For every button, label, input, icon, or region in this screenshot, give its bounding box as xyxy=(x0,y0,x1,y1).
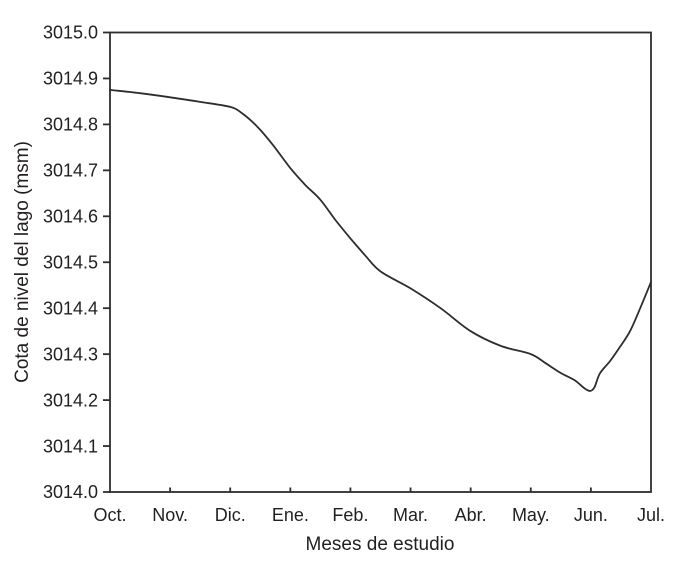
y-tick-label: 3014.6 xyxy=(43,207,98,227)
y-tick-label: 3014.7 xyxy=(43,161,98,181)
x-tick-label: Jun. xyxy=(574,505,608,525)
y-tick-label: 3015.0 xyxy=(43,23,98,43)
y-tick-label: 3014.5 xyxy=(43,252,98,272)
y-tick-label: 3014.4 xyxy=(43,298,98,318)
y-tick-label: 3014.0 xyxy=(43,482,98,502)
y-tick-label: 3014.3 xyxy=(43,344,98,364)
y-tick-label: 3014.8 xyxy=(43,115,98,135)
x-axis-title: Meses de estudio xyxy=(306,534,455,555)
x-tick-label: May. xyxy=(512,505,550,525)
y-tick-label: 3014.1 xyxy=(43,436,98,456)
x-axis-ticks: Oct. Nov. Dic. Ene. Feb. Mar. Abr. May. Jun. Jul. xyxy=(93,487,665,525)
x-tick-label: Nov. xyxy=(152,505,188,525)
y-tick-label: 3014.9 xyxy=(43,69,98,89)
x-tick-label: Ene. xyxy=(272,505,309,525)
x-tick-label: Feb. xyxy=(332,505,368,525)
plot-area-border xyxy=(109,31,652,493)
x-tick-label: Oct. xyxy=(93,505,126,525)
x-tick-label: Dic. xyxy=(215,505,246,525)
lake-level-series-line xyxy=(109,89,652,392)
y-tick-label: 3014.2 xyxy=(43,390,98,410)
y-axis-title: Cota de nivel del lago (msm) xyxy=(12,141,33,383)
x-tick-label: Jul. xyxy=(637,505,665,525)
y-axis-ticks: 3014.0 3014.1 3014.2 3014.3 3014.4 3014.5 3014… xyxy=(43,23,110,502)
x-tick-label: Mar. xyxy=(393,505,428,525)
x-tick-label: Abr. xyxy=(455,505,487,525)
